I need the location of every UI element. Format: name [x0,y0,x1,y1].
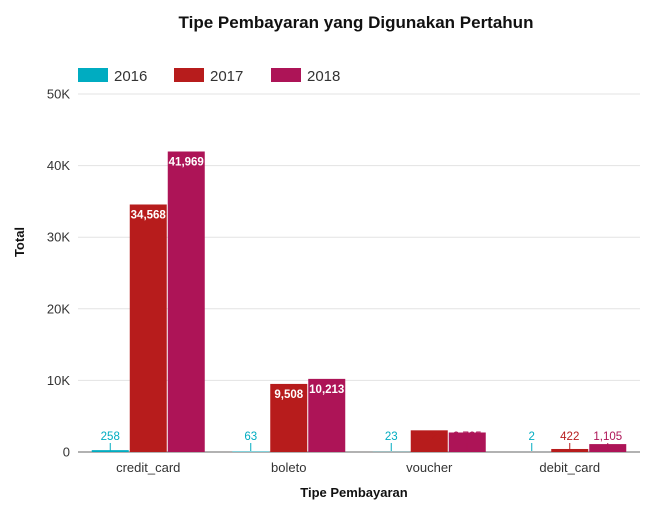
bar-boleto-2017 [270,383,308,452]
data-label: 34,568 [131,209,167,221]
x-axis-title: Tipe Pembayaran [300,485,407,500]
data-label: 41,969 [169,157,204,169]
legend-swatch-2016 [78,68,108,82]
data-label: 2 [529,431,535,443]
legend-swatch-2017 [174,68,204,82]
bar-voucher-2018 [448,432,486,452]
y-tick-label: 40K [47,158,70,173]
y-tick-label: 0 [63,445,70,460]
bar-credit_card-2016 [91,450,129,452]
legend-swatch-2018 [271,68,301,82]
x-axis-ticks: credit_card boleto voucher debit_card [116,460,600,475]
legend: 2016 2017 2018 [78,68,340,85]
bar-credit_card-2017 [129,204,167,452]
legend-label-2016: 2016 [114,68,147,85]
x-tick-label: boleto [271,460,306,475]
x-tick-label: voucher [406,460,453,475]
legend-label-2018: 2018 [307,68,340,85]
data-labels: 258 34,568 41,969 63 9,508 10,213 23 3,027 2,725… [101,157,622,451]
data-label: 63 [244,431,257,443]
bar-boleto-2018 [308,378,346,452]
chart-title: Tipe Pembayaran yang Digunakan Pertahun [179,13,534,32]
y-tick-label: 20K [47,301,70,316]
y-axis-title: Total [12,227,27,257]
data-label: 9,508 [274,389,303,401]
data-label: 23 [385,431,398,443]
x-tick-label: debit_card [539,460,600,475]
data-label: 2,725 [453,431,482,443]
data-label: 1,105 [593,431,622,443]
data-label: 422 [560,431,579,443]
bars [91,151,627,452]
y-tick-label: 10K [47,373,70,388]
y-axis-ticks: 0 10K 20K 30K 40K 50K [47,87,70,460]
data-label: 3,027 [415,431,444,443]
legend-label-2017: 2017 [210,68,243,85]
y-tick-label: 50K [47,87,70,102]
y-tick-label: 30K [47,230,70,245]
data-label: 258 [101,431,120,443]
x-tick-label: credit_card [116,460,180,475]
bar-credit_card-2018 [167,151,205,452]
bar-voucher-2017 [410,430,448,452]
data-label: 10,213 [309,384,344,396]
